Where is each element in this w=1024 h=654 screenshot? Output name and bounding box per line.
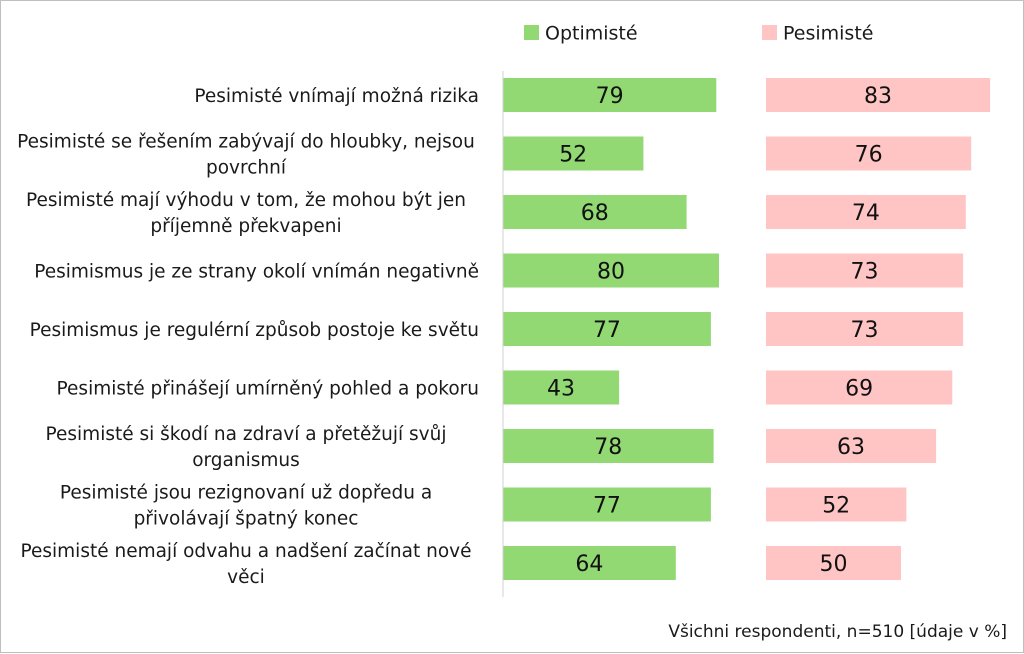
- data-label: 79: [596, 84, 624, 109]
- bar-pesimiste: [766, 136, 972, 171]
- data-label: 80: [597, 260, 625, 285]
- data-label: 73: [851, 260, 879, 285]
- legend-swatch-1: [762, 25, 777, 40]
- legend-label-1: Pesimisté: [783, 23, 873, 45]
- footnote: Všichni respondenti, n=510 [údaje v %]: [668, 622, 1007, 642]
- legend-label-0: Optimisté: [545, 23, 638, 45]
- category-label: Pesimisté nemají odvahu a nadšení začína…: [21, 541, 472, 588]
- category-label: Pesimisté mají výhodu v tom, že mohou bý…: [26, 190, 466, 237]
- bar-pesimiste: [766, 253, 964, 288]
- category-label: Pesimisté se řešením zabývají do hloubky…: [17, 132, 475, 179]
- data-label: 77: [593, 318, 621, 343]
- data-label: 76: [855, 143, 883, 168]
- data-label: 77: [593, 494, 621, 519]
- bar-pesimiste: [766, 546, 901, 580]
- category-label: Pesimisté přinášejí umírněný pohled a po…: [57, 379, 479, 400]
- data-label: 69: [845, 377, 873, 402]
- bar-optimiste: [503, 546, 676, 580]
- data-label: 68: [581, 201, 609, 226]
- data-label: 83: [864, 84, 892, 109]
- category-label: Pesimismus je ze strany okolí vnímán neg…: [34, 262, 479, 283]
- bar-optimiste: [503, 487, 711, 522]
- category-label: Pesimisté si škodí na zdraví a přetěžují…: [46, 424, 447, 471]
- category-labels: Pesimisté vnímají možná rizika Pesimisté …: [17, 86, 479, 588]
- legend-swatch-0: [524, 25, 539, 40]
- bar-optimiste: [503, 78, 717, 112]
- data-label: 64: [575, 552, 603, 577]
- bar-pesimiste: [766, 429, 937, 463]
- bar-optimiste: [503, 370, 620, 405]
- bar-optimiste: [503, 136, 644, 171]
- data-label: 74: [852, 201, 880, 226]
- bars: 79 83 52 76 68 74 80 73 77 73 43 69 78 63 77 52 64 50: [503, 78, 991, 580]
- data-label: 63: [837, 435, 865, 460]
- data-label: 52: [559, 143, 587, 168]
- bar-pesimiste: [766, 487, 907, 522]
- category-label: Pesimismus je regulérní způsob postoje k…: [30, 320, 479, 341]
- bar-optimiste: [503, 429, 714, 463]
- bar-optimiste: [503, 253, 719, 288]
- bar-optimiste: [503, 195, 687, 229]
- bar-pesimiste: [766, 312, 964, 346]
- data-label: 78: [594, 435, 622, 460]
- bar-pesimiste: [766, 78, 991, 112]
- data-label: 43: [547, 377, 575, 402]
- bar-optimiste: [503, 312, 711, 346]
- data-label: 73: [851, 318, 879, 343]
- legend: Optimisté Pesimisté: [524, 23, 873, 45]
- category-label: Pesimisté vnímají možná rizika: [194, 86, 479, 107]
- bar-pesimiste: [766, 370, 953, 405]
- data-label: 52: [822, 494, 850, 519]
- bar-pesimiste: [766, 195, 966, 229]
- data-label: 50: [820, 552, 848, 577]
